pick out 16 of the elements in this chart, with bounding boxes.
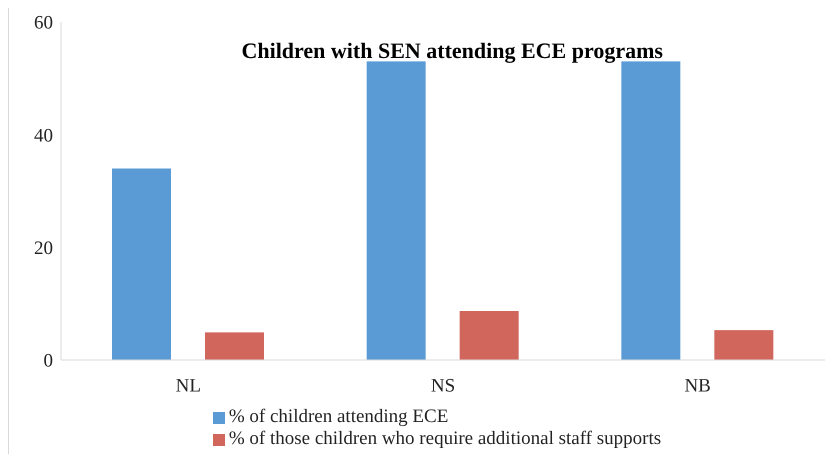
bar: [714, 330, 774, 360]
x-tick-label: NL: [176, 375, 201, 396]
y-tick-label: 20: [34, 238, 53, 260]
text: Children with SEN attending ECE programs: [240, 38, 663, 64]
legend-label: % of those children who require additional staff supports: [228, 428, 662, 449]
x-tick-label: NB: [684, 375, 711, 396]
bar: [205, 332, 264, 360]
y-tick-label: 40: [34, 125, 53, 146]
legend-label: % of children attending ECE: [228, 406, 448, 427]
y-tick-label: 60: [34, 12, 53, 34]
bar: [366, 61, 426, 360]
x-tick-label: NS: [430, 375, 456, 396]
bar: [621, 61, 680, 360]
bar: [112, 168, 171, 360]
y-tick-label: 0: [44, 350, 53, 372]
bar: [460, 310, 519, 360]
